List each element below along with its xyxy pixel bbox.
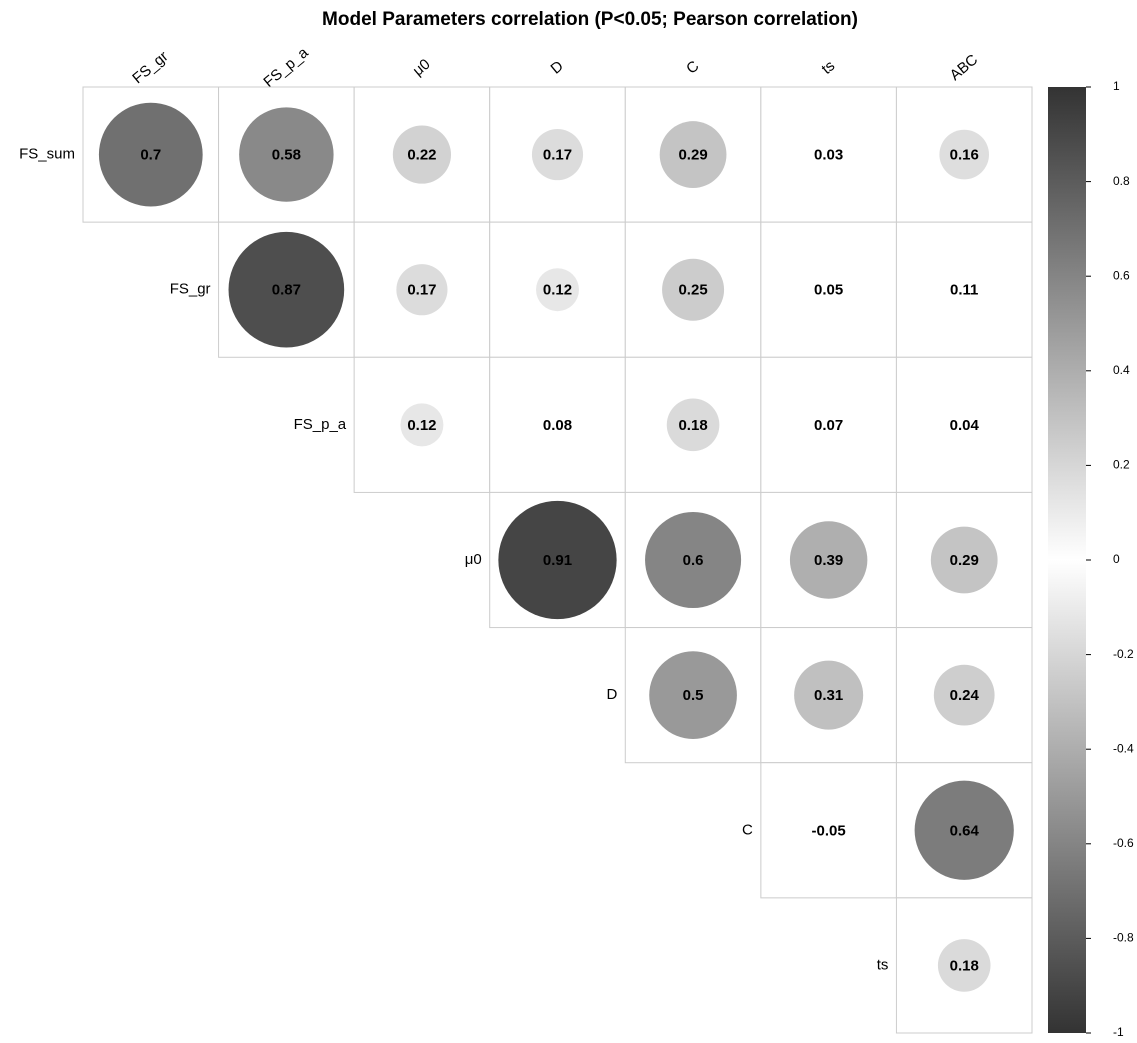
correlation-circle bbox=[536, 268, 579, 312]
value-label: 0.6 bbox=[683, 552, 704, 569]
cell bbox=[895, 356, 1033, 493]
correlation-circle bbox=[239, 107, 334, 202]
correlation-circle bbox=[794, 660, 864, 730]
value-label: 0.24 bbox=[950, 687, 980, 704]
colorbar-tick-label: -0.2 bbox=[1113, 647, 1134, 661]
cell bbox=[895, 221, 1033, 358]
cell bbox=[760, 221, 897, 358]
value-label: 0.08 bbox=[543, 417, 572, 434]
correlation-circle bbox=[666, 398, 720, 452]
correlation-circle bbox=[933, 664, 995, 726]
value-label: 0.18 bbox=[678, 417, 707, 434]
value-label: 0.12 bbox=[543, 282, 572, 299]
row-label: FS_p_a bbox=[294, 416, 347, 433]
column-label: C bbox=[683, 57, 702, 77]
column-label: FS_gr bbox=[129, 48, 171, 87]
row-label: ts bbox=[877, 956, 889, 973]
value-label: 0.31 bbox=[814, 687, 843, 704]
correlation-circle bbox=[392, 125, 452, 184]
value-label: 0.7 bbox=[140, 147, 161, 164]
value-label: 0.17 bbox=[407, 282, 436, 299]
correlation-circle bbox=[914, 780, 1014, 880]
value-label: -0.05 bbox=[812, 822, 846, 839]
value-label: 0.05 bbox=[814, 282, 843, 299]
chart-title: Model Parameters correlation (P<0.05; Pe… bbox=[322, 9, 858, 30]
colorbar-tick-label: -0.6 bbox=[1113, 836, 1134, 850]
colorbar-tick-label: 0.2 bbox=[1113, 458, 1130, 472]
colorbar-tick-label: -0.8 bbox=[1113, 931, 1134, 945]
row-label: D bbox=[606, 686, 617, 703]
correlation-circle bbox=[789, 521, 868, 599]
value-label: 0.91 bbox=[543, 552, 572, 569]
value-label: 0.39 bbox=[814, 552, 843, 569]
row-label: FS_gr bbox=[170, 281, 211, 298]
colorbar-tick-label: -1 bbox=[1113, 1025, 1124, 1038]
correlation-circle bbox=[930, 526, 998, 594]
column-label: D bbox=[548, 57, 567, 77]
value-label: 0.29 bbox=[950, 552, 979, 569]
correlation-circle bbox=[649, 651, 737, 739]
correlation-circle bbox=[400, 403, 444, 447]
colorbar-tick-label: 0.4 bbox=[1113, 363, 1130, 377]
colorbar bbox=[1048, 87, 1086, 1033]
colorbar-tick-label: 0.8 bbox=[1113, 174, 1130, 188]
value-label: 0.16 bbox=[950, 147, 979, 164]
value-label: 0.04 bbox=[950, 417, 980, 434]
row-label: C bbox=[742, 821, 753, 838]
column-label: ts bbox=[818, 57, 838, 78]
value-label: 0.29 bbox=[678, 147, 707, 164]
column-label: ABC bbox=[947, 51, 982, 84]
cell bbox=[489, 356, 626, 493]
value-label: 0.07 bbox=[814, 417, 843, 434]
row-label: μ0 bbox=[465, 551, 482, 568]
value-label: 0.03 bbox=[814, 147, 843, 164]
colorbar-tick-label: 0.6 bbox=[1113, 268, 1130, 282]
value-label: 0.25 bbox=[678, 282, 707, 299]
cell bbox=[760, 86, 897, 223]
value-label: 0.17 bbox=[543, 147, 572, 164]
correlation-circle bbox=[396, 264, 448, 316]
correlation-circle bbox=[228, 231, 345, 348]
correlation-circle bbox=[531, 129, 584, 181]
row-label: FS_sum bbox=[19, 146, 75, 163]
cell bbox=[760, 356, 897, 493]
colorbar-tick-label: -0.4 bbox=[1113, 741, 1134, 755]
value-label: 0.87 bbox=[272, 282, 301, 299]
value-label: 0.64 bbox=[950, 822, 980, 839]
correlation-circle bbox=[98, 102, 203, 207]
value-label: 0.5 bbox=[683, 687, 704, 704]
correlation-circle bbox=[659, 121, 727, 188]
value-label: 0.12 bbox=[407, 417, 436, 434]
value-label: 0.11 bbox=[950, 282, 978, 299]
correlation-circle bbox=[662, 258, 725, 321]
column-label: μ0 bbox=[410, 56, 434, 80]
colorbar-tick-label: 1 bbox=[1113, 79, 1120, 93]
correlation-circle bbox=[498, 500, 617, 620]
colorbar-tick-label: 0 bbox=[1113, 552, 1120, 566]
value-label: 0.18 bbox=[950, 957, 979, 974]
correlation-circle bbox=[937, 939, 991, 992]
correlation-circle bbox=[939, 129, 990, 180]
correlation-circle bbox=[645, 511, 742, 609]
value-label: 0.58 bbox=[272, 147, 301, 164]
value-label: 0.22 bbox=[407, 147, 436, 164]
column-label: FS_p_a bbox=[260, 44, 312, 91]
